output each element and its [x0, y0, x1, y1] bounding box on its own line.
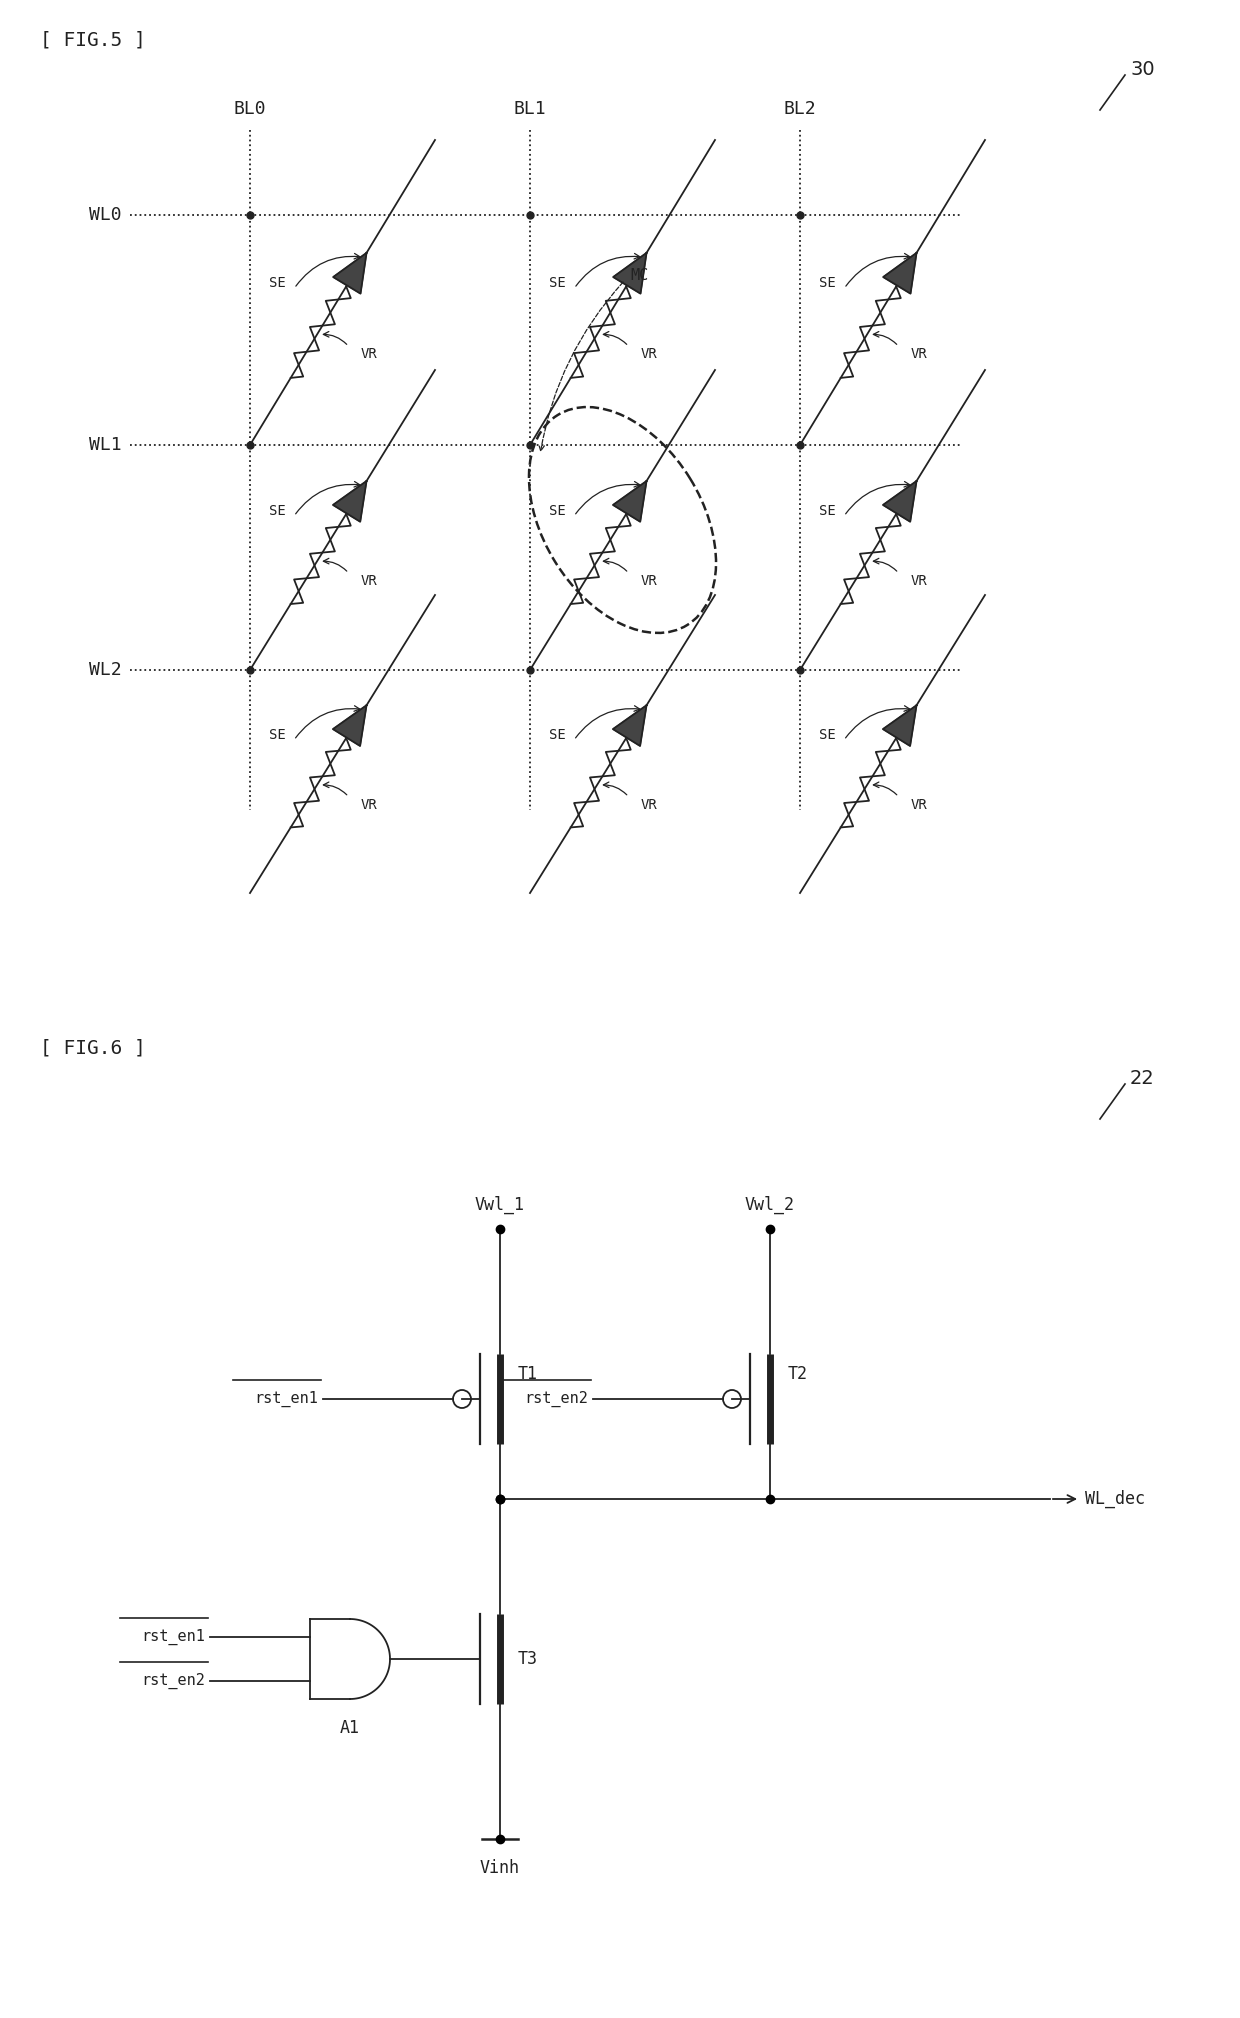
Polygon shape [883, 704, 916, 747]
Text: A1: A1 [340, 1719, 360, 1737]
Text: SE: SE [269, 504, 286, 519]
Text: WL0: WL0 [89, 206, 122, 224]
Text: [ FIG.6 ]: [ FIG.6 ] [40, 1039, 146, 1057]
Text: BL0: BL0 [233, 101, 267, 117]
Text: rst_en1: rst_en1 [254, 1390, 317, 1407]
Polygon shape [883, 252, 916, 295]
Text: SE: SE [820, 504, 836, 519]
Text: rst_en2: rst_en2 [141, 1673, 205, 1689]
Text: SE: SE [549, 276, 567, 291]
Text: rst_en1: rst_en1 [141, 1629, 205, 1645]
Text: WL2: WL2 [89, 662, 122, 678]
Polygon shape [613, 704, 646, 747]
Text: VR: VR [641, 797, 657, 811]
Text: SE: SE [549, 728, 565, 743]
Polygon shape [613, 252, 646, 295]
Text: Vwl_1: Vwl_1 [475, 1197, 525, 1215]
Text: T3: T3 [518, 1651, 538, 1669]
Polygon shape [332, 704, 367, 747]
Text: SE: SE [269, 728, 286, 743]
Text: [ FIG.5 ]: [ FIG.5 ] [40, 30, 146, 48]
Text: VR: VR [361, 575, 377, 587]
Text: T1: T1 [518, 1364, 538, 1382]
Text: Vinh: Vinh [480, 1859, 520, 1877]
Text: VR: VR [641, 347, 657, 361]
Polygon shape [334, 480, 367, 523]
Text: WL1: WL1 [89, 436, 122, 454]
Polygon shape [334, 252, 367, 295]
Text: SE: SE [820, 728, 836, 743]
Text: SE: SE [269, 276, 286, 291]
Text: SE: SE [820, 276, 836, 291]
Text: VR: VR [910, 575, 928, 587]
Text: T2: T2 [787, 1364, 808, 1382]
Text: BL1: BL1 [513, 101, 547, 117]
Text: MC: MC [630, 268, 649, 283]
Text: VR: VR [361, 797, 377, 811]
Text: 22: 22 [1130, 1070, 1154, 1088]
Text: 30: 30 [1130, 61, 1154, 79]
Text: WL_dec: WL_dec [1085, 1489, 1145, 1507]
Text: Vwl_2: Vwl_2 [745, 1197, 795, 1215]
Text: rst_en2: rst_en2 [525, 1390, 588, 1407]
Polygon shape [613, 480, 646, 523]
Text: VR: VR [361, 347, 377, 361]
Text: VR: VR [910, 347, 928, 361]
Polygon shape [883, 480, 916, 523]
Text: SE: SE [549, 504, 565, 519]
Text: VR: VR [641, 575, 657, 587]
Text: VR: VR [910, 797, 928, 811]
Text: BL2: BL2 [784, 101, 816, 117]
